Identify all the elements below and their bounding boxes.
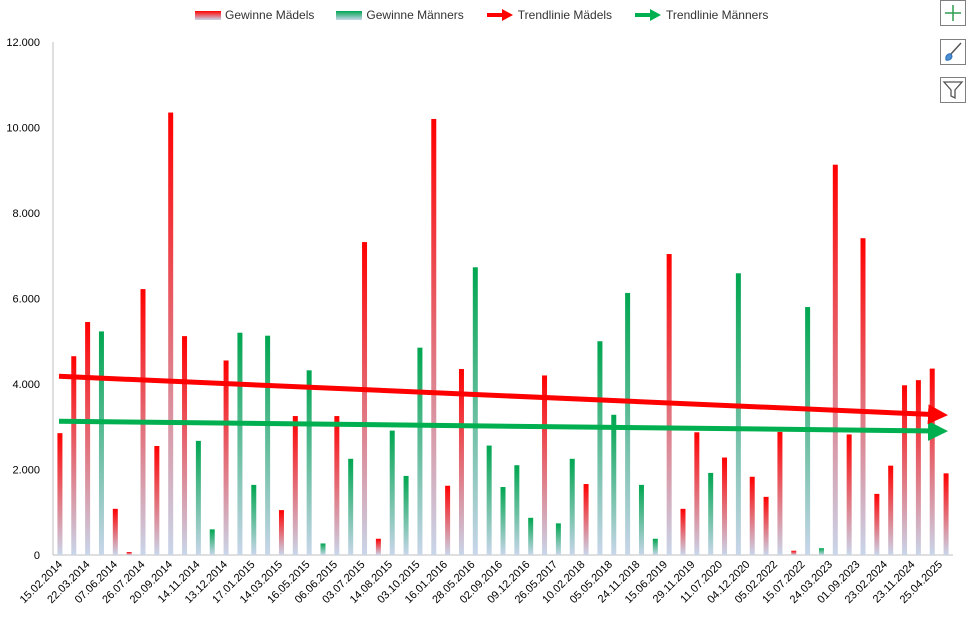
y-tick-label: 4.000: [12, 379, 40, 391]
chart-filters-button[interactable]: [940, 77, 966, 103]
y-axis-labels: 0 2.000 4.000 6.000 8.000 10.000 12.000: [6, 37, 40, 562]
bar-maenner[interactable]: [348, 458, 354, 555]
bar-maenner[interactable]: [237, 332, 243, 555]
bar-maedels[interactable]: [278, 510, 284, 555]
bar-maenner[interactable]: [597, 341, 603, 555]
bar-maedels[interactable]: [915, 380, 921, 555]
bar-maedels[interactable]: [680, 508, 686, 555]
trend-arrow-red-icon: [486, 9, 513, 21]
bar-maenner[interactable]: [403, 475, 409, 555]
bar-maenner[interactable]: [98, 331, 104, 555]
bar-maenner[interactable]: [569, 458, 575, 555]
bar-maedels[interactable]: [846, 434, 852, 555]
bar-maedels[interactable]: [362, 242, 368, 555]
legend-item-gewinne-maedels[interactable]: Gewinne Mädels: [195, 8, 314, 22]
legend: Gewinne Mädels Gewinne Männers Trendlini…: [195, 8, 768, 22]
y-tick-label: 12.000: [6, 37, 40, 49]
bar-maedels[interactable]: [431, 118, 437, 555]
funnel-icon: [942, 81, 964, 100]
bar-maedels[interactable]: [749, 476, 755, 555]
bar-maedels[interactable]: [694, 432, 700, 555]
x-axis-labels: 15.02.201422.03.201407.06.201426.07.2014…: [18, 559, 945, 606]
trendlines-group: [58, 373, 948, 441]
legend-label: Gewinne Mädels: [225, 8, 315, 22]
bar-maenner[interactable]: [486, 445, 492, 555]
bar-maedels[interactable]: [874, 493, 880, 555]
bar-maedels[interactable]: [334, 416, 340, 555]
bar-maedels[interactable]: [943, 473, 949, 555]
bar-maedels[interactable]: [860, 238, 866, 555]
bar-maenner[interactable]: [306, 370, 312, 555]
trend-arrow-green-icon: [635, 9, 662, 21]
bar-maenner[interactable]: [611, 414, 617, 555]
bar-maedels[interactable]: [126, 552, 132, 555]
bar-maedels[interactable]: [445, 485, 451, 555]
legend-item-trend-maenner[interactable]: Trendlinie Männers: [634, 8, 768, 22]
bar-maedels[interactable]: [223, 360, 229, 555]
bar-maenner[interactable]: [195, 440, 201, 555]
bar-maenner[interactable]: [209, 529, 215, 555]
bar-maedels[interactable]: [112, 508, 118, 555]
trendline-maenner[interactable]: [58, 418, 948, 441]
bar-maenner[interactable]: [472, 267, 478, 555]
bar-maenner[interactable]: [708, 472, 714, 555]
bar-maenner[interactable]: [638, 484, 644, 555]
bars-group: [57, 112, 949, 556]
y-tick-label: 2.000: [12, 465, 40, 477]
brush-icon: [945, 42, 962, 61]
y-tick-label: 8.000: [12, 208, 40, 220]
bar-maenner[interactable]: [265, 335, 271, 555]
bar-maedels[interactable]: [57, 433, 63, 555]
trendline-maedels[interactable]: [58, 373, 948, 425]
bar-maenner[interactable]: [555, 523, 561, 555]
y-tick-label: 0: [34, 550, 40, 562]
bar-maedels[interactable]: [71, 356, 77, 555]
bar-maenner[interactable]: [389, 430, 395, 555]
bar-maenner[interactable]: [500, 487, 506, 555]
legend-label: Gewinne Männers: [366, 8, 464, 22]
plus-icon: [945, 5, 961, 21]
bar-maedels[interactable]: [791, 550, 797, 555]
bar-maedels[interactable]: [722, 457, 728, 555]
bar-maedels[interactable]: [182, 336, 188, 555]
bar-maenner[interactable]: [625, 292, 631, 555]
legend-label: Trendlinie Männers: [666, 8, 769, 22]
legend-item-trend-maedels[interactable]: Trendlinie Mädels: [486, 8, 612, 22]
y-tick-label: 6.000: [12, 294, 40, 306]
bar-maenner[interactable]: [251, 484, 257, 555]
bar-maedels[interactable]: [583, 484, 589, 555]
legend-swatch-green: [336, 10, 363, 20]
bar-maedels[interactable]: [375, 538, 381, 555]
bar-maedels[interactable]: [777, 431, 783, 555]
bar-maedels[interactable]: [902, 385, 908, 555]
bar-maenner[interactable]: [818, 548, 824, 555]
legend-item-gewinne-maenner[interactable]: Gewinne Männers: [336, 8, 464, 22]
bar-maenner[interactable]: [514, 465, 520, 555]
bar-maedels[interactable]: [85, 322, 91, 555]
bar-maedels[interactable]: [292, 416, 298, 555]
y-tick-label: 10.000: [6, 123, 40, 135]
legend-label: Trendlinie Mädels: [517, 8, 613, 22]
bar-maedels[interactable]: [929, 368, 935, 555]
chart-elements-button[interactable]: [940, 0, 966, 26]
bar-maenner[interactable]: [735, 273, 741, 555]
bar-maedels[interactable]: [832, 164, 838, 555]
bar-maedels[interactable]: [542, 375, 548, 555]
chart-styles-button[interactable]: [940, 39, 966, 65]
bar-maedels[interactable]: [458, 369, 464, 555]
bar-maenner[interactable]: [320, 543, 326, 555]
bar-maenner[interactable]: [528, 517, 534, 555]
bar-maenner[interactable]: [652, 538, 658, 555]
bar-maedels[interactable]: [888, 465, 894, 555]
bar-maenner[interactable]: [417, 347, 423, 555]
bar-maedels[interactable]: [154, 445, 160, 555]
legend-swatch-red: [195, 10, 221, 20]
bar-maedels[interactable]: [763, 496, 769, 555]
bar-maedels[interactable]: [168, 112, 174, 555]
